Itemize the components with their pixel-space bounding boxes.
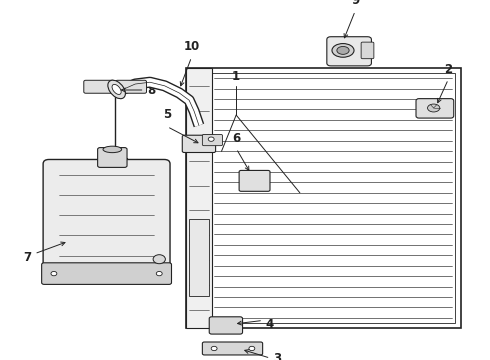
FancyBboxPatch shape <box>98 148 127 167</box>
Text: 6: 6 <box>232 132 240 145</box>
Ellipse shape <box>332 44 354 57</box>
Bar <box>186 68 212 328</box>
FancyBboxPatch shape <box>182 135 216 153</box>
Ellipse shape <box>337 46 349 54</box>
Text: 9: 9 <box>351 0 359 7</box>
Ellipse shape <box>153 255 165 264</box>
Ellipse shape <box>249 346 255 351</box>
Ellipse shape <box>112 84 121 94</box>
Ellipse shape <box>156 271 162 276</box>
Ellipse shape <box>51 271 57 276</box>
Ellipse shape <box>208 137 214 141</box>
Text: 8: 8 <box>147 84 155 96</box>
Bar <box>186 68 461 328</box>
Text: 7: 7 <box>24 251 32 264</box>
FancyBboxPatch shape <box>42 263 171 284</box>
Text: 10: 10 <box>183 40 200 53</box>
Ellipse shape <box>211 346 217 351</box>
FancyBboxPatch shape <box>84 80 115 93</box>
FancyBboxPatch shape <box>202 342 263 355</box>
Text: 5: 5 <box>163 108 171 121</box>
Text: 3: 3 <box>273 352 281 360</box>
FancyBboxPatch shape <box>361 42 374 59</box>
Ellipse shape <box>111 84 120 90</box>
Text: 2: 2 <box>444 63 452 76</box>
Text: 4: 4 <box>266 318 274 330</box>
FancyBboxPatch shape <box>202 135 222 146</box>
Bar <box>189 219 209 297</box>
FancyBboxPatch shape <box>43 159 170 271</box>
FancyBboxPatch shape <box>416 99 454 118</box>
Bar <box>192 73 455 323</box>
Ellipse shape <box>103 146 122 153</box>
FancyBboxPatch shape <box>327 37 371 66</box>
FancyBboxPatch shape <box>116 80 147 93</box>
FancyBboxPatch shape <box>239 170 270 191</box>
Ellipse shape <box>427 104 440 112</box>
Ellipse shape <box>108 80 125 99</box>
FancyBboxPatch shape <box>209 317 243 334</box>
Text: 1: 1 <box>232 69 240 83</box>
